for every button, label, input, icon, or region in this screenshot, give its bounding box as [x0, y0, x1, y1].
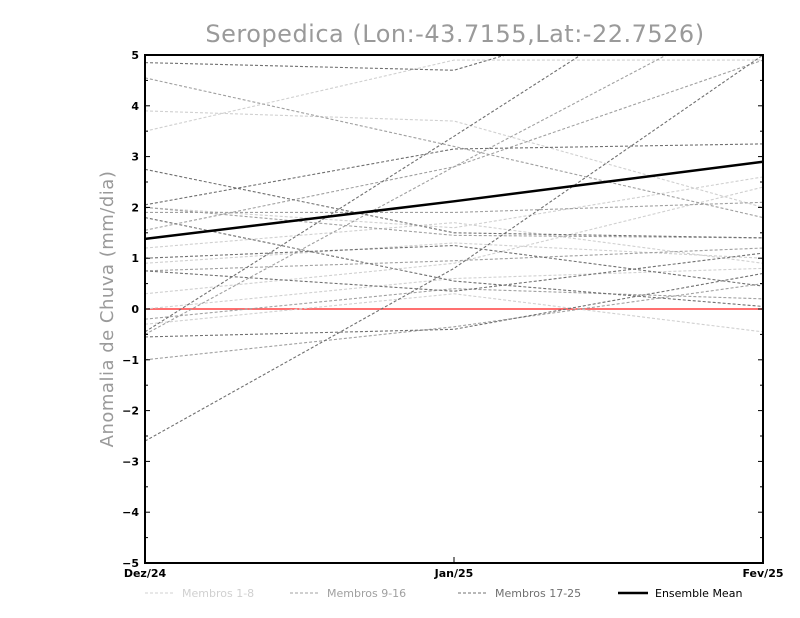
member-series-line	[145, 201, 763, 214]
axis-layer: −5 −4 −3 −2 −1 0 1 2 3 4 5 Dez/24 Jan/25 Fev/25	[122, 49, 783, 580]
y-tick-label: −2	[122, 405, 139, 418]
x-tick-label: Jan/25	[434, 567, 474, 580]
ensemble-mean-line	[145, 160, 763, 241]
y-tick-label: 4	[131, 100, 139, 113]
member-series-line	[145, 168, 763, 239]
member-series-line	[145, 55, 582, 333]
member-series-line	[145, 242, 763, 264]
member-series-line	[145, 143, 763, 206]
member-series-line	[145, 59, 763, 132]
x-tick-label: Dez/24	[124, 567, 167, 580]
y-tick-label: 5	[131, 49, 139, 62]
legend-label: Membros 9-16	[327, 587, 406, 600]
y-tick-label: −4	[122, 506, 139, 519]
y-tick-label: 0	[131, 303, 139, 316]
y-tick-label: −5	[122, 557, 139, 570]
member-series-line	[145, 206, 763, 239]
y-tick-label: 3	[131, 151, 139, 164]
legend-label: Membros 17-25	[495, 587, 581, 600]
y-tick-label: 1	[131, 252, 139, 265]
member-series-line	[145, 288, 763, 320]
y-tick-label: −3	[122, 455, 139, 468]
member-series-line	[145, 222, 763, 264]
member-series-line	[145, 272, 763, 338]
member-series-line	[145, 293, 763, 333]
member-series-line	[145, 217, 763, 308]
member-series-line	[145, 186, 763, 295]
y-tick-label: −1	[122, 354, 139, 367]
member-series-line	[145, 244, 763, 287]
legend: Membros 1-8 Membros 9-16 Membros 17-25 Ense…	[145, 587, 742, 600]
legend-label: Membros 1-8	[182, 587, 254, 600]
series-layer	[145, 55, 763, 442]
y-tick-label: 2	[131, 201, 139, 214]
member-series-line	[145, 252, 763, 292]
y-axis-label: Anomalia de Chuva (mm/dia)	[97, 171, 118, 448]
legend-label: Ensemble Mean	[655, 587, 742, 600]
member-series-line	[145, 55, 668, 335]
member-series-line	[145, 55, 763, 442]
member-series-line	[145, 267, 763, 310]
x-tick-label: Fev/25	[742, 567, 783, 580]
member-series-line	[145, 283, 763, 361]
member-series-line	[145, 77, 763, 219]
member-series-line	[145, 247, 763, 272]
chart-title: Seropedica (Lon:-43.7155,Lat:-22.7526)	[205, 20, 704, 48]
member-series-line	[145, 110, 763, 208]
